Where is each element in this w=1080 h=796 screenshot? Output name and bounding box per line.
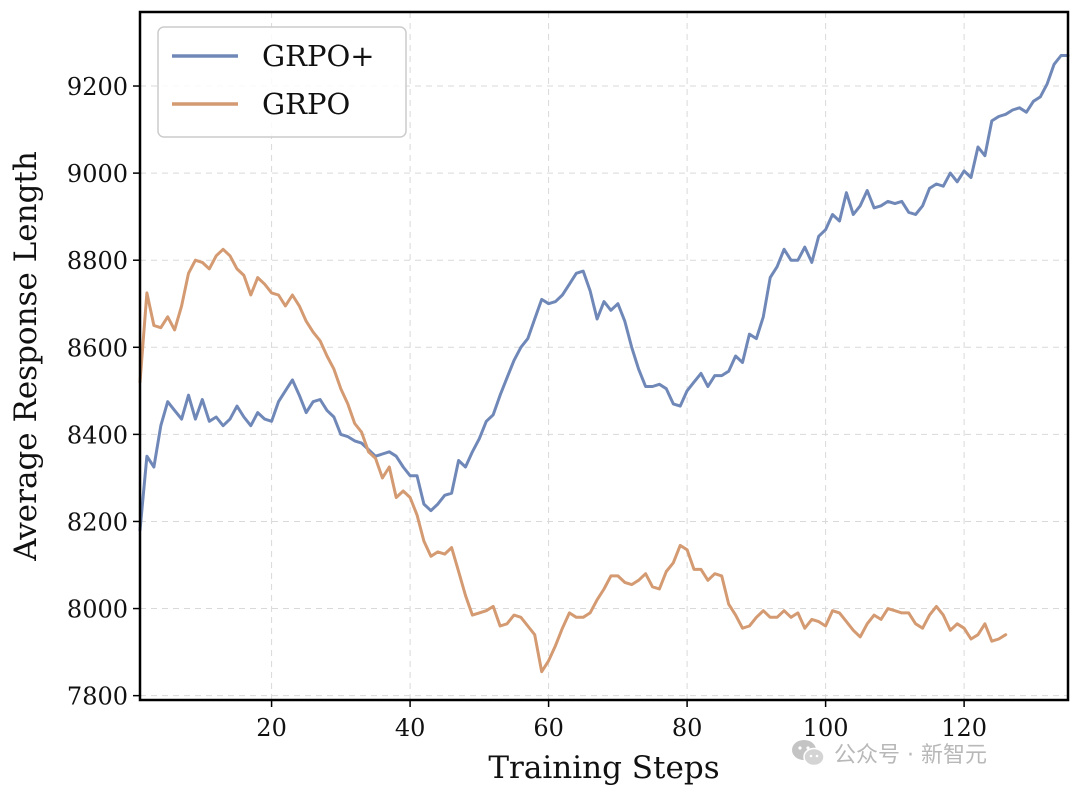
x-axis-title: Training Steps <box>488 750 719 786</box>
series-line-grpo <box>138 247 1008 674</box>
y-tick-label: 8400 <box>67 421 128 449</box>
y-tick-label: 8200 <box>67 508 128 536</box>
x-tick-label: 60 <box>533 714 564 742</box>
watermark-text: 公众号 · 新智元 <box>834 743 987 768</box>
y-tick-label: 9000 <box>67 160 128 188</box>
legend: GRPO+ GRPO <box>157 26 407 138</box>
legend-label-grpo: GRPO <box>262 87 350 121</box>
x-tick-label: 80 <box>672 714 703 742</box>
grid <box>140 12 1068 700</box>
legend-label-grpo-plus: GRPO+ <box>262 39 375 73</box>
x-tick-label: 120 <box>941 714 987 742</box>
series-line-grpo-plus <box>138 54 1070 532</box>
x-tick-label: 100 <box>803 714 849 742</box>
y-tick-label: 8600 <box>67 334 128 362</box>
axis-ticks: 20 40 60 80 100 120 7800 8000 8200 8400 8600 8800 90… <box>67 73 987 742</box>
y-tick-label: 8800 <box>67 247 128 275</box>
y-axis-title: Average Response Length <box>8 151 44 562</box>
y-tick-label: 8000 <box>67 596 128 624</box>
y-tick-label: 9200 <box>67 73 128 101</box>
x-tick-label: 20 <box>256 714 287 742</box>
series-layer <box>138 54 1070 674</box>
y-tick-label: 7800 <box>67 683 128 711</box>
x-tick-label: 40 <box>395 714 426 742</box>
wechat-icon <box>792 740 825 767</box>
watermark: 公众号 · 新智元 <box>790 733 987 773</box>
plot-frame <box>138 10 1070 702</box>
